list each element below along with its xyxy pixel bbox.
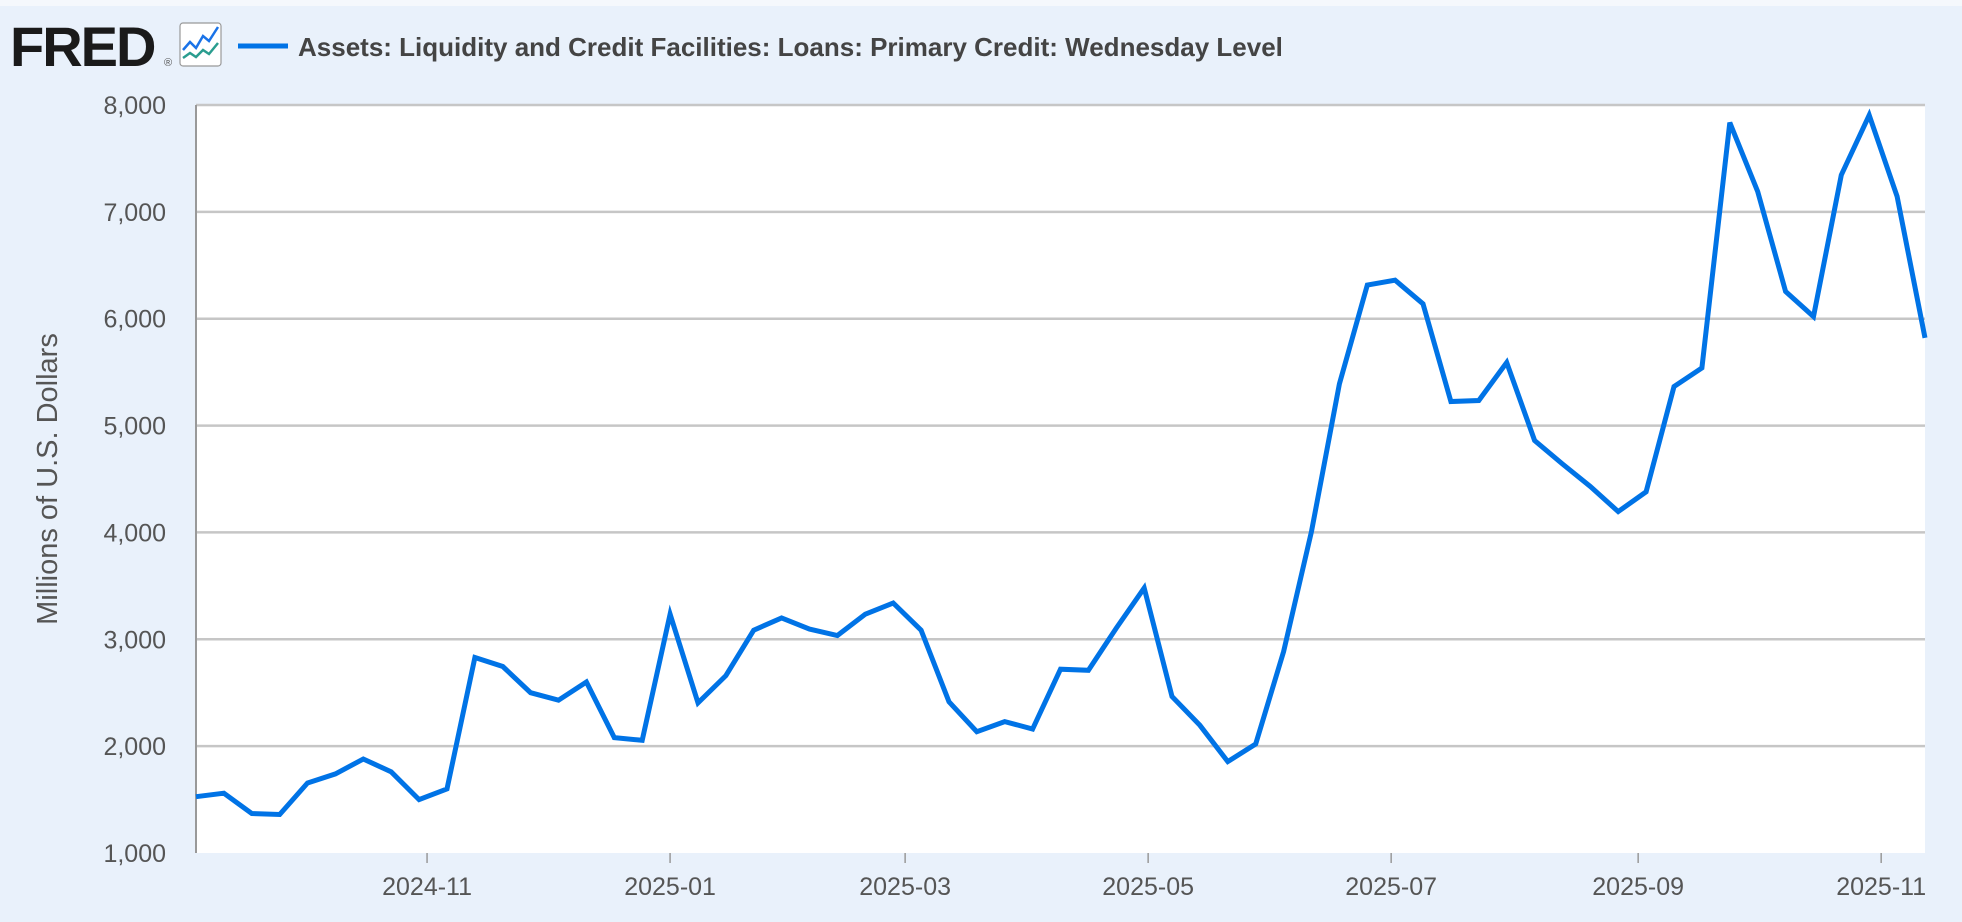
data-point[interactable] (444, 786, 450, 792)
plot-area (196, 105, 1925, 853)
data-point[interactable] (305, 780, 311, 786)
y-tick-label: 5,000 (103, 413, 166, 441)
data-point[interactable] (1197, 722, 1203, 728)
data-point[interactable] (1810, 314, 1816, 320)
data-point[interactable] (249, 810, 255, 816)
data-point[interactable] (556, 697, 562, 703)
data-point[interactable] (528, 690, 534, 696)
y-tick-label: 3,000 (103, 626, 166, 654)
data-point[interactable] (862, 611, 868, 617)
data-point[interactable] (1113, 625, 1119, 631)
data-point[interactable] (277, 812, 283, 818)
data-point[interactable] (834, 633, 840, 639)
data-point[interactable] (1866, 112, 1872, 118)
data-point[interactable] (1281, 649, 1287, 655)
data-point[interactable] (1894, 193, 1900, 199)
data-point[interactable] (1838, 172, 1844, 178)
y-tick-label: 1,000 (103, 840, 166, 868)
data-point[interactable] (1615, 509, 1621, 515)
data-point[interactable] (1225, 759, 1231, 765)
data-point[interactable] (807, 626, 813, 632)
x-tick-label: 2025-03 (859, 873, 951, 901)
data-point[interactable] (360, 756, 366, 762)
data-point[interactable] (1030, 726, 1036, 732)
data-point[interactable] (472, 654, 478, 660)
data-point[interactable] (1783, 288, 1789, 294)
fred-logo-text: FRED (10, 15, 155, 78)
data-point[interactable] (1336, 381, 1342, 387)
data-point[interactable] (1643, 489, 1649, 495)
data-point[interactable] (583, 679, 589, 685)
x-tick-label: 2025-11 (1836, 873, 1926, 901)
data-point[interactable] (695, 700, 701, 706)
y-tick-label: 2,000 (103, 733, 166, 761)
data-point[interactable] (1253, 741, 1259, 747)
data-point[interactable] (1587, 483, 1593, 489)
data-point[interactable] (1671, 384, 1677, 390)
data-point[interactable] (1085, 667, 1091, 673)
data-point[interactable] (1002, 719, 1008, 725)
data-point[interactable] (1559, 461, 1565, 467)
x-tick-label: 2024-11 (382, 873, 472, 901)
data-point[interactable] (1755, 189, 1761, 195)
x-tick-label: 2025-07 (1345, 873, 1437, 901)
data-point[interactable] (639, 737, 645, 743)
data-point[interactable] (611, 735, 617, 741)
fred-logo[interactable]: FRED ® (10, 15, 172, 78)
data-point[interactable] (1364, 282, 1370, 288)
top-strip (0, 0, 1962, 6)
data-point[interactable] (1392, 277, 1398, 283)
y-tick-label: 7,000 (103, 199, 166, 227)
y-tick-label: 6,000 (103, 306, 166, 334)
data-point[interactable] (1699, 365, 1705, 371)
y-axis-title: Millions of U.S. Dollars (32, 333, 64, 625)
series-line[interactable] (195, 108, 1928, 818)
data-point[interactable] (388, 769, 394, 775)
data-point[interactable] (1532, 438, 1538, 444)
data-point[interactable] (332, 771, 338, 777)
data-point[interactable] (974, 729, 980, 735)
data-point[interactable] (416, 797, 422, 803)
data-point[interactable] (918, 627, 924, 633)
y-tick-label: 8,000 (103, 92, 166, 120)
data-point[interactable] (1141, 585, 1147, 591)
data-point[interactable] (723, 673, 729, 679)
data-point[interactable] (1058, 666, 1064, 672)
data-point[interactable] (500, 664, 506, 670)
data-point[interactable] (890, 600, 896, 606)
x-tick-label: 2025-01 (624, 873, 716, 901)
data-point[interactable] (1504, 360, 1510, 366)
data-point[interactable] (667, 611, 673, 617)
data-point[interactable] (1420, 301, 1426, 307)
data-point[interactable] (1476, 397, 1482, 403)
data-point[interactable] (193, 794, 199, 800)
x-tick-label: 2025-09 (1592, 873, 1684, 901)
data-point[interactable] (779, 615, 785, 621)
x-tick-label: 2025-05 (1102, 873, 1194, 901)
registered-mark: ® (164, 57, 172, 69)
data-point[interactable] (1922, 335, 1928, 341)
chart-title[interactable]: Assets: Liquidity and Credit Facilities:… (298, 32, 1283, 62)
data-point[interactable] (1448, 399, 1454, 405)
data-point[interactable] (1727, 120, 1733, 126)
data-point[interactable] (751, 627, 757, 633)
line-chart-icon (179, 22, 222, 67)
data-point[interactable] (1169, 693, 1175, 699)
y-tick-label: 4,000 (103, 519, 166, 547)
data-point[interactable] (946, 699, 952, 705)
data-point[interactable] (1308, 528, 1314, 534)
data-point[interactable] (221, 790, 227, 796)
